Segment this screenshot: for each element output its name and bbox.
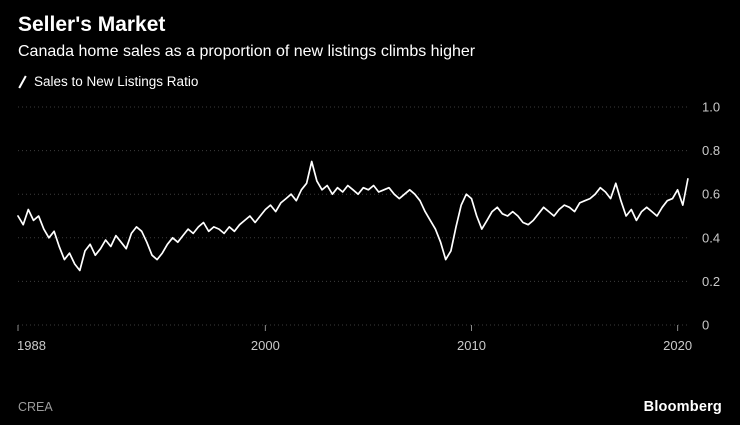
x-axis-tick-label: 2020 bbox=[663, 338, 692, 353]
legend-label: Sales to New Listings Ratio bbox=[34, 74, 199, 90]
legend: Sales to New Listings Ratio bbox=[0, 74, 740, 89]
source-label: CREA bbox=[18, 400, 53, 414]
y-axis-tick-label: 0.4 bbox=[702, 230, 720, 245]
chart-svg: 0 0.2 0.4 0.6 0.8 1.0 1988 2000 2010 2020 bbox=[17, 100, 720, 354]
y-axis-tick-label: 0 bbox=[702, 318, 709, 333]
legend-slash-icon bbox=[18, 75, 27, 89]
y-axis-tick-label: 0.8 bbox=[702, 143, 720, 158]
y-axis-tick-label: 0.2 bbox=[702, 274, 720, 289]
chart-header: Seller's Market Canada home sales as a p… bbox=[0, 12, 740, 74]
chart-title: Seller's Market bbox=[18, 13, 166, 36]
y-axis-tick-label: 0.6 bbox=[702, 187, 720, 202]
x-axis-tick-label: 2000 bbox=[251, 338, 280, 353]
x-axis-tick-label: 1988 bbox=[17, 338, 46, 353]
chart-footer: CREA Bloomberg bbox=[0, 399, 740, 425]
bloomberg-logo: Bloomberg bbox=[643, 399, 722, 415]
chart-subtitle: Canada home sales as a proportion of new… bbox=[18, 43, 476, 61]
x-axis-tick-label: 2010 bbox=[457, 338, 486, 353]
y-axis-tick-label: 1.0 bbox=[702, 100, 720, 115]
sales-ratio-line bbox=[17, 160, 689, 272]
